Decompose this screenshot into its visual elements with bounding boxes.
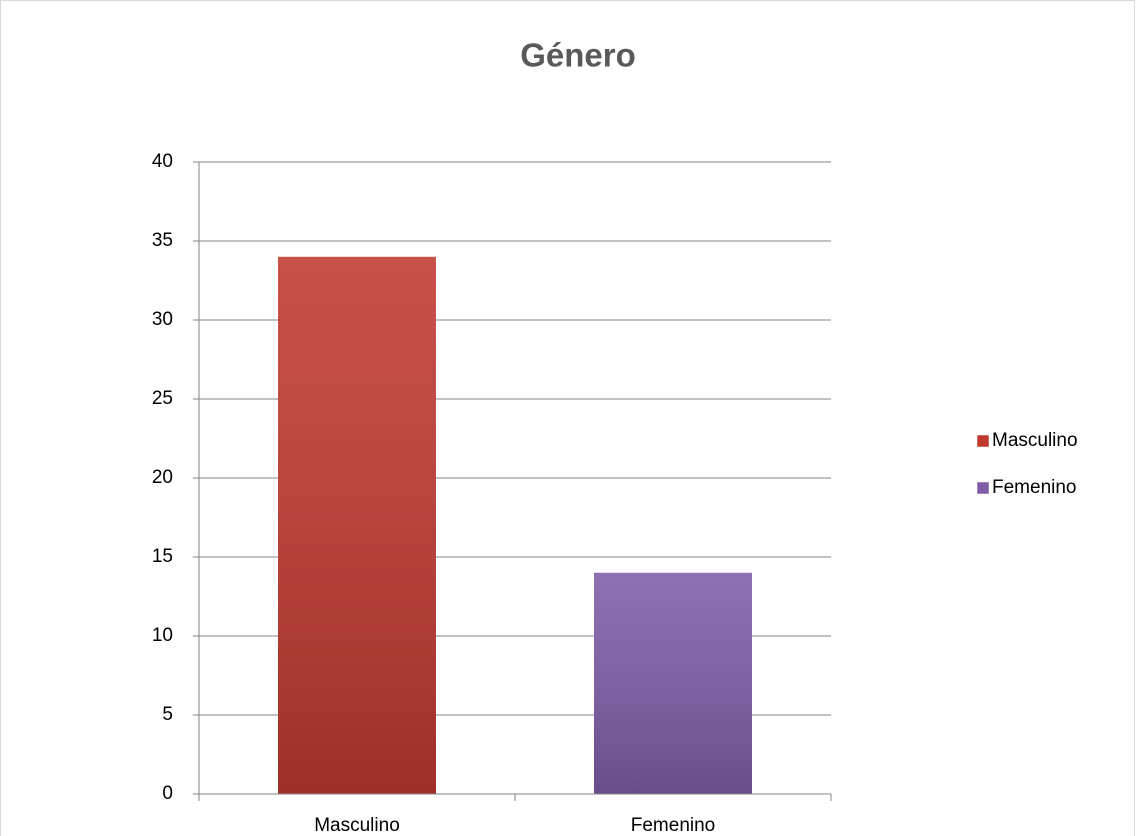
legend-label: Masculino	[992, 430, 1078, 451]
y-tick-label: 40	[152, 151, 173, 172]
x-tick-label: Masculino	[314, 815, 400, 836]
y-tick-label: 5	[162, 704, 173, 725]
y-tick-label: 10	[152, 625, 173, 646]
legend-swatch	[976, 434, 990, 448]
y-tick-label: 30	[152, 309, 173, 330]
y-tick-label: 35	[152, 230, 173, 251]
bar	[278, 256, 436, 794]
chart-title: Género	[520, 37, 636, 74]
x-tick-label: Femenino	[631, 815, 716, 836]
legend-swatch	[976, 481, 990, 495]
y-tick-label: 15	[152, 546, 173, 567]
bar	[594, 572, 752, 794]
y-tick-label: 25	[152, 388, 173, 409]
y-tick-label: 20	[152, 467, 173, 488]
legend-label: Femenino	[992, 477, 1077, 498]
y-tick-label: 0	[162, 783, 173, 804]
